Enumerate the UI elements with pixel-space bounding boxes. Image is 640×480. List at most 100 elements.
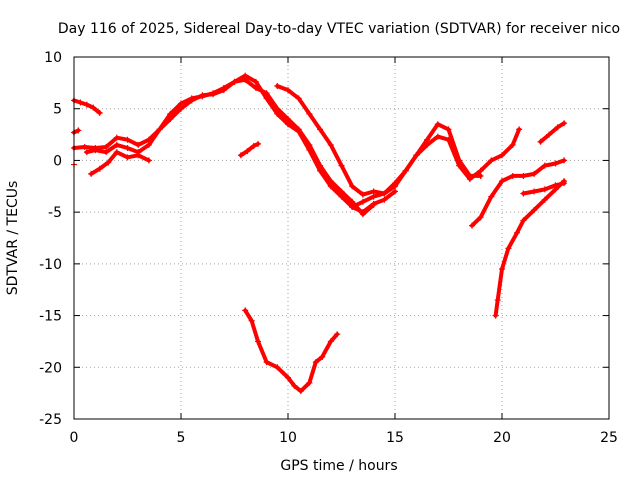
data-point-marker [531, 188, 538, 195]
plot-frame [73, 56, 610, 420]
data-point-marker [124, 145, 131, 152]
data-point-marker [244, 148, 251, 155]
data-point-marker [561, 180, 568, 187]
data-point-marker [359, 211, 366, 218]
series-arc-14 [538, 121, 567, 144]
data-point-marker [349, 183, 356, 190]
data-point-marker [537, 138, 544, 145]
y-tick-label: -5 [48, 205, 62, 221]
y-tick-label: -10 [39, 257, 62, 273]
data-point-marker [113, 134, 120, 141]
data-point-marker [317, 126, 324, 133]
data-point-marker [306, 379, 313, 386]
data-point-marker [561, 120, 568, 127]
data-point-marker [96, 109, 103, 116]
data-point-marker [370, 193, 377, 200]
data-point-marker [477, 172, 484, 179]
data-point-marker [531, 207, 538, 214]
data-point-marker [488, 157, 495, 164]
data-point-marker [306, 141, 313, 148]
data-point-marker [199, 93, 206, 100]
data-point-marker [145, 157, 152, 164]
data-point-marker [509, 141, 516, 148]
data-point-marker [445, 126, 452, 133]
data-point-marker [274, 364, 281, 371]
grid-lines [74, 57, 609, 419]
data-series [71, 72, 568, 395]
data-point-marker [392, 180, 398, 187]
series-arc-11 [470, 158, 567, 228]
data-point-marker [499, 178, 505, 185]
data-point-marker [105, 159, 112, 166]
data-point-marker [231, 78, 238, 85]
data-point-marker [291, 382, 298, 389]
data-point-marker [392, 188, 398, 195]
data-point-marker [327, 338, 334, 345]
axis-ticks: 0 5 10 15 20 25 -25 -20 -15 -10 -5 0 5 10 [39, 50, 618, 446]
data-point-marker [381, 190, 388, 197]
data-point-marker [338, 188, 345, 195]
data-point-marker [252, 78, 259, 85]
data-point-marker [135, 152, 142, 159]
data-point-marker [263, 359, 270, 366]
data-point-marker [370, 188, 377, 195]
data-point-marker [188, 95, 195, 102]
data-point-marker [248, 317, 255, 324]
data-point-marker [516, 126, 523, 133]
data-point-marker [92, 147, 99, 154]
data-point-marker [285, 374, 291, 381]
data-point-marker [456, 162, 463, 169]
data-point-marker [263, 90, 270, 97]
y-tick-label: -20 [39, 360, 62, 376]
data-point-marker [319, 353, 326, 360]
data-point-marker [124, 154, 131, 161]
data-point-marker [499, 152, 505, 159]
series-arc-2 [72, 73, 397, 215]
data-point-marker [413, 152, 420, 159]
y-tick-label: 0 [53, 153, 62, 169]
series-arc-3 [84, 77, 376, 217]
data-point-marker [552, 160, 559, 167]
data-point-marker [103, 143, 110, 150]
data-point-marker [469, 222, 476, 229]
y-axis-label: SDTVAR / TECUs [5, 181, 21, 296]
data-point-marker [77, 99, 84, 106]
data-point-marker [312, 359, 319, 366]
data-point-marker [477, 214, 484, 221]
data-point-marker [505, 245, 512, 252]
data-point-marker [317, 162, 324, 169]
data-point-marker [124, 136, 131, 143]
data-point-marker [334, 331, 341, 338]
data-point-marker [81, 143, 88, 150]
data-point-marker [349, 203, 356, 210]
data-point-marker [381, 196, 388, 203]
data-point-marker [255, 338, 262, 345]
data-point-marker [327, 178, 334, 185]
data-point-marker [327, 141, 334, 148]
series-arc-10 [243, 308, 340, 394]
series-arc-7 [238, 141, 260, 158]
x-axis-label: GPS time / hours [280, 458, 397, 474]
data-point-marker [178, 105, 184, 112]
y-tick-label: 5 [53, 102, 62, 118]
data-point-marker [359, 191, 366, 198]
chart-title: Day 116 of 2025, Sidereal Day-to-day VTE… [58, 21, 620, 37]
data-point-marker [513, 229, 520, 236]
data-point-marker [237, 152, 244, 159]
data-point-marker [494, 297, 501, 304]
data-point-marker [531, 170, 538, 177]
data-point-marker [250, 142, 257, 149]
data-point-marker [83, 101, 90, 108]
data-point-marker [466, 176, 473, 183]
data-point-marker [359, 198, 366, 205]
data-point-marker [274, 110, 281, 117]
data-point-marker [295, 126, 302, 133]
data-point-marker [327, 183, 334, 190]
data-point-marker [145, 141, 152, 148]
data-point-marker [83, 149, 90, 156]
data-point-marker [103, 149, 110, 156]
data-point-marker [520, 172, 527, 179]
data-point-marker [113, 141, 120, 148]
data-point-marker [285, 116, 291, 123]
data-point-marker [499, 266, 505, 273]
